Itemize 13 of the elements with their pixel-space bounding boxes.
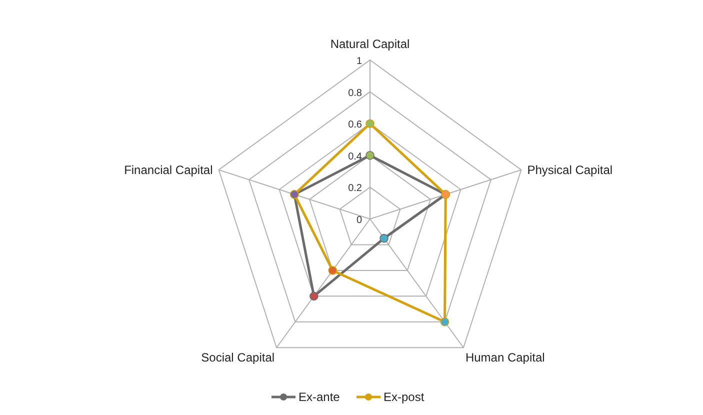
legend-label: Ex-ante [298, 390, 340, 404]
spoke-label: Financial Capital [124, 162, 213, 177]
y-tick-label: 0.2 [348, 183, 362, 194]
spoke-label: Natural Capital [330, 37, 410, 51]
y-tick-label: 0.6 [348, 120, 362, 131]
spoke-label: Human Capital [465, 350, 545, 365]
y-tick-label: 1 [356, 56, 362, 67]
y-tick-label: 0.8 [348, 88, 362, 99]
y-tick-label: 0 [356, 215, 362, 226]
spoke-label: Social Capital [201, 350, 275, 365]
spoke-label: Physical Capital [527, 162, 613, 177]
y-tick-label: 0.4 [348, 151, 362, 162]
legend-label: Ex-post [384, 390, 425, 404]
